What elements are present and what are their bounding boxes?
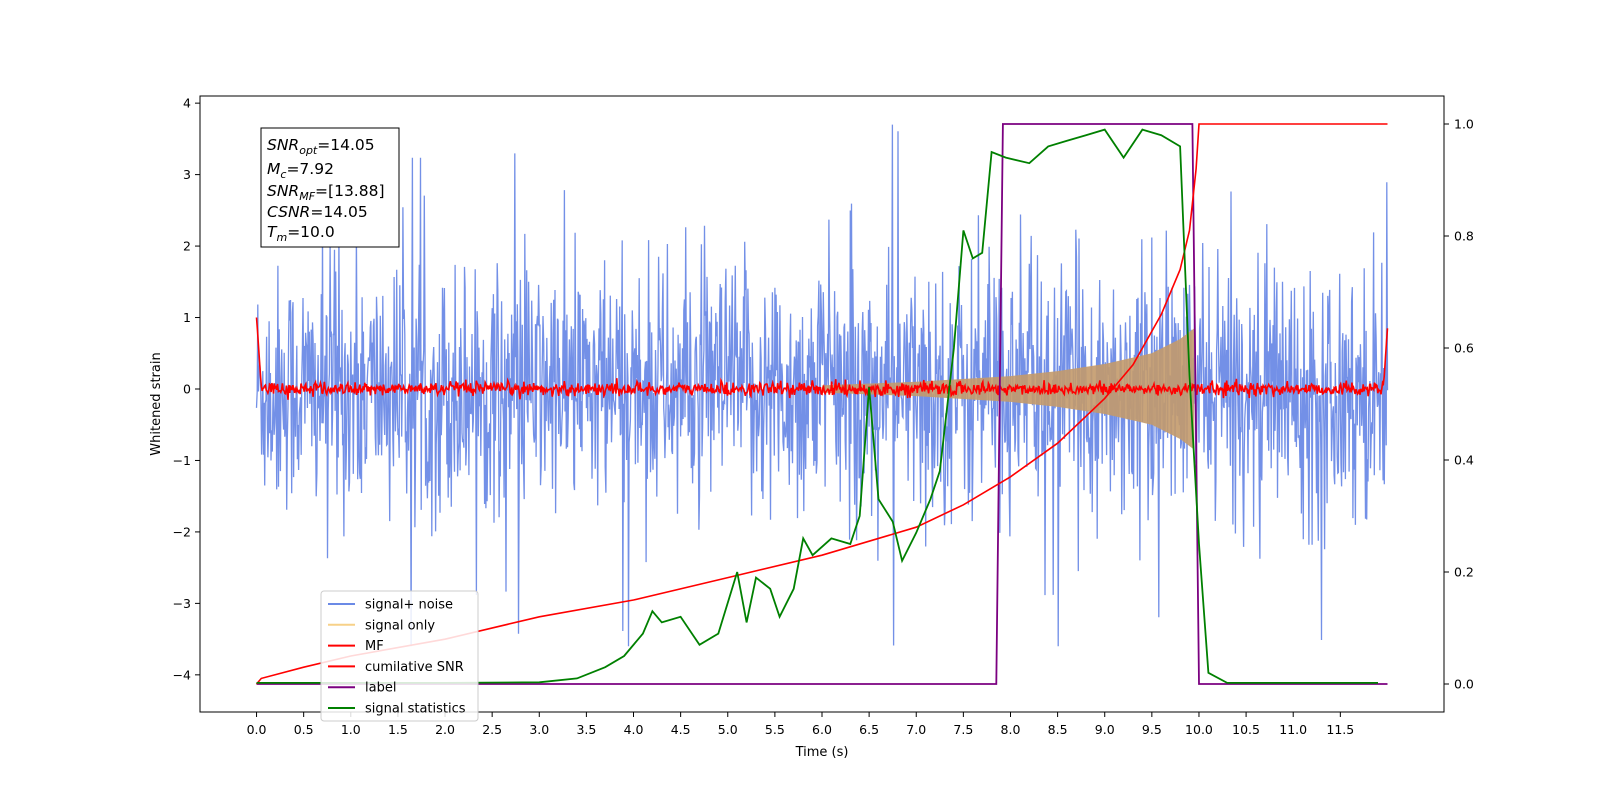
- y-tick-label: −2: [173, 524, 191, 539]
- x-tick-label: 9.5: [1142, 722, 1162, 737]
- x-tick-label: 1.0: [341, 722, 361, 737]
- x-tick-label: 3.5: [576, 722, 596, 737]
- info-snr-mf: SNRMF=[13.88]: [267, 182, 385, 203]
- legend-label: cumilative SNR: [365, 660, 464, 675]
- x-tick-label: 4.0: [624, 722, 644, 737]
- x-tick-label: 4.5: [671, 722, 691, 737]
- x-tick-label: 8.0: [1001, 722, 1021, 737]
- x-axis: 0.0 0.5 1.0 1.5 2.0 2.5 3.0 3.5 4.0 4.5 5.0 5.5 6.0 6…: [247, 712, 1354, 737]
- y-axis-label: Whitened strain: [149, 352, 164, 455]
- y-tick-label: 3: [183, 167, 191, 182]
- y2-tick-label: 0.6: [1454, 341, 1474, 356]
- info-box: SNRopt=14.05 Mc=7.92 SNRMF=[13.88] CSNR=…: [260, 127, 400, 248]
- x-tick-label: 9.0: [1095, 722, 1115, 737]
- y2-tick-label: 0.4: [1454, 453, 1474, 468]
- legend-label: signal statistics: [365, 702, 466, 717]
- y-tick-label: 0: [183, 381, 191, 396]
- x-tick-label: 10.5: [1232, 722, 1260, 737]
- y-tick-label: −4: [173, 667, 191, 682]
- info-mc: Mc=7.92: [267, 160, 334, 181]
- y-tick-label: −3: [173, 596, 191, 611]
- x-tick-label: 7.0: [906, 722, 926, 737]
- x-tick-label: 3.0: [529, 722, 549, 737]
- legend-label: label: [365, 681, 396, 696]
- legend-label: MF: [365, 639, 384, 654]
- y-axis-left: 4 3 2 1 0 −1 −2 −3 −4: [173, 96, 200, 682]
- legend-label: signal+ noise: [365, 598, 453, 613]
- legend-label: signal only: [365, 618, 435, 633]
- series-label: [256, 123, 1388, 685]
- y-tick-label: 1: [183, 310, 191, 325]
- x-tick-label: 8.5: [1048, 722, 1068, 737]
- legend-frame: [320, 590, 479, 722]
- x-axis-label: Time (s): [795, 745, 849, 760]
- info-tm: Tm=10.0: [267, 223, 335, 244]
- x-tick-label: 1.5: [388, 722, 408, 737]
- series-signal-statistics: [256, 128, 1378, 684]
- info-snr-opt: SNRopt=14.05: [267, 136, 375, 157]
- info-box-frame: [260, 127, 400, 248]
- y2-tick-label: 0.0: [1454, 677, 1474, 692]
- y2-tick-label: 0.8: [1454, 229, 1474, 244]
- y2-tick-label: 0.2: [1454, 565, 1474, 580]
- y-tick-label: 2: [183, 239, 191, 254]
- x-tick-label: 2.5: [482, 722, 502, 737]
- series-signal-noise: [255, 124, 1389, 647]
- series-mf: [255, 317, 1389, 400]
- info-csnr: CSNR=14.05: [267, 203, 368, 221]
- x-tick-label: 11.0: [1279, 722, 1307, 737]
- x-tick-label: 2.0: [435, 722, 455, 737]
- y-axis-right: 1.0 0.8 0.6 0.4 0.2 0.0: [1444, 117, 1474, 692]
- y-tick-label: −1: [173, 453, 191, 468]
- x-tick-label: 6.5: [859, 722, 879, 737]
- y-tick-label: 4: [183, 96, 191, 111]
- x-tick-label: 11.5: [1326, 722, 1354, 737]
- x-tick-label: 10.0: [1185, 722, 1213, 737]
- x-tick-label: 6.0: [812, 722, 832, 737]
- x-tick-label: 5.5: [765, 722, 785, 737]
- y2-tick-label: 1.0: [1454, 117, 1474, 132]
- x-tick-label: 0.5: [294, 722, 314, 737]
- x-tick-label: 0.0: [247, 722, 267, 737]
- x-tick-label: 7.5: [953, 722, 973, 737]
- legend: signal+ noise signal only MF cumilative SNR…: [320, 590, 479, 722]
- x-tick-label: 5.0: [718, 722, 738, 737]
